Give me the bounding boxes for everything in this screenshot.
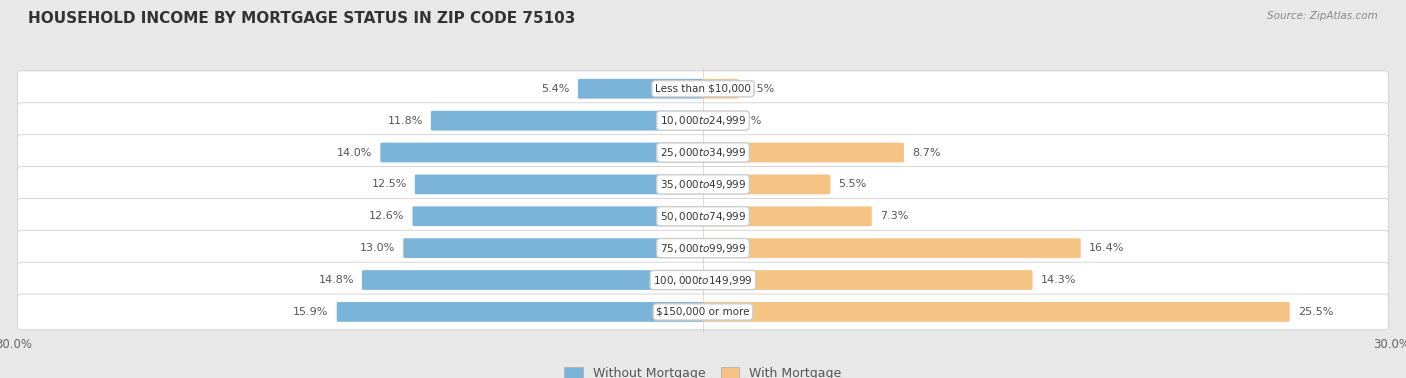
FancyBboxPatch shape <box>17 135 1389 170</box>
FancyBboxPatch shape <box>702 143 904 163</box>
Text: 5.4%: 5.4% <box>541 84 569 94</box>
Text: HOUSEHOLD INCOME BY MORTGAGE STATUS IN ZIP CODE 75103: HOUSEHOLD INCOME BY MORTGAGE STATUS IN Z… <box>28 11 575 26</box>
FancyBboxPatch shape <box>702 111 725 130</box>
Text: 12.5%: 12.5% <box>371 180 406 189</box>
FancyBboxPatch shape <box>578 79 704 99</box>
FancyBboxPatch shape <box>702 79 738 99</box>
Text: 15.9%: 15.9% <box>294 307 329 317</box>
Text: 14.8%: 14.8% <box>318 275 354 285</box>
FancyBboxPatch shape <box>17 294 1389 330</box>
Text: $25,000 to $34,999: $25,000 to $34,999 <box>659 146 747 159</box>
Text: 12.6%: 12.6% <box>370 211 405 221</box>
FancyBboxPatch shape <box>336 302 704 322</box>
FancyBboxPatch shape <box>430 111 704 130</box>
Text: 14.0%: 14.0% <box>337 147 373 158</box>
FancyBboxPatch shape <box>17 198 1389 234</box>
FancyBboxPatch shape <box>361 270 704 290</box>
FancyBboxPatch shape <box>412 206 704 226</box>
Text: 5.5%: 5.5% <box>838 180 866 189</box>
Text: Source: ZipAtlas.com: Source: ZipAtlas.com <box>1267 11 1378 21</box>
FancyBboxPatch shape <box>702 302 1289 322</box>
FancyBboxPatch shape <box>702 270 1032 290</box>
Text: 16.4%: 16.4% <box>1088 243 1125 253</box>
Text: 8.7%: 8.7% <box>912 147 941 158</box>
Text: 25.5%: 25.5% <box>1298 307 1333 317</box>
Text: $10,000 to $24,999: $10,000 to $24,999 <box>659 114 747 127</box>
Legend: Without Mortgage, With Mortgage: Without Mortgage, With Mortgage <box>560 362 846 378</box>
FancyBboxPatch shape <box>17 262 1389 298</box>
FancyBboxPatch shape <box>381 143 704 163</box>
FancyBboxPatch shape <box>17 71 1389 107</box>
Text: 13.0%: 13.0% <box>360 243 395 253</box>
Text: Less than $10,000: Less than $10,000 <box>655 84 751 94</box>
FancyBboxPatch shape <box>404 238 704 258</box>
FancyBboxPatch shape <box>702 175 831 194</box>
Text: 7.3%: 7.3% <box>880 211 908 221</box>
Text: 1.5%: 1.5% <box>747 84 775 94</box>
Text: $75,000 to $99,999: $75,000 to $99,999 <box>659 242 747 255</box>
FancyBboxPatch shape <box>702 238 1081 258</box>
Text: 11.8%: 11.8% <box>388 116 423 125</box>
FancyBboxPatch shape <box>17 230 1389 266</box>
Text: 14.3%: 14.3% <box>1040 275 1076 285</box>
FancyBboxPatch shape <box>17 167 1389 202</box>
Text: $100,000 to $149,999: $100,000 to $149,999 <box>654 274 752 287</box>
Text: $150,000 or more: $150,000 or more <box>657 307 749 317</box>
FancyBboxPatch shape <box>17 103 1389 138</box>
Text: $35,000 to $49,999: $35,000 to $49,999 <box>659 178 747 191</box>
FancyBboxPatch shape <box>702 206 872 226</box>
FancyBboxPatch shape <box>415 175 704 194</box>
Text: 0.9%: 0.9% <box>733 116 761 125</box>
Text: $50,000 to $74,999: $50,000 to $74,999 <box>659 210 747 223</box>
